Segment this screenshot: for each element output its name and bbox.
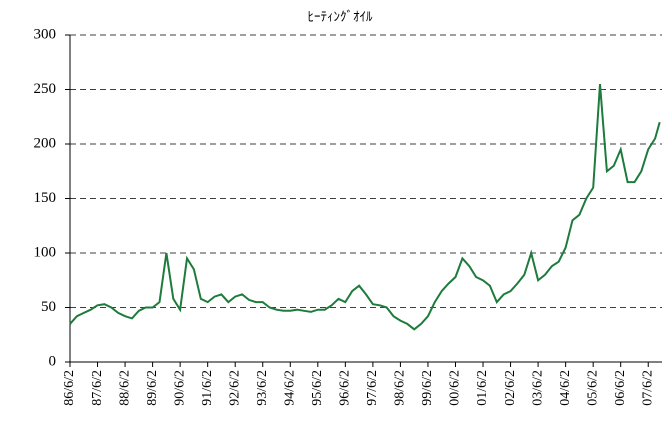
x-tick-label: 93/6/2 — [255, 370, 270, 406]
price-line — [69, 84, 661, 331]
y-tick-label: 100 — [34, 244, 57, 260]
x-tick-label: 05/6/2 — [585, 370, 600, 406]
x-tick-label: 03/6/2 — [530, 370, 545, 406]
y-tick-label: 0 — [49, 353, 57, 369]
x-tick-label: 01/6/2 — [475, 370, 490, 406]
y-tick-label: 150 — [34, 190, 57, 206]
x-tick-label: 88/6/2 — [117, 370, 132, 406]
x-tick-label: 96/6/2 — [338, 370, 353, 406]
x-tick-label: 07/6/2 — [640, 370, 655, 406]
x-tick-label: 90/6/2 — [172, 370, 187, 406]
chart-title: ﾋｰﾃｨﾝｸﾞｵｲﾙ — [308, 9, 374, 24]
x-tick-label: 95/6/2 — [310, 370, 325, 406]
y-tick-label: 50 — [41, 299, 56, 315]
x-tick-label: 94/6/2 — [282, 370, 297, 406]
x-tick-label: 06/6/2 — [613, 370, 628, 406]
x-tick-label: 92/6/2 — [227, 370, 242, 406]
x-tick-label: 99/6/2 — [420, 370, 435, 406]
y-tick-label: 300 — [34, 26, 57, 42]
x-tick-label: 04/6/2 — [558, 370, 573, 406]
x-tick-label: 91/6/2 — [200, 370, 215, 406]
x-tick-label: 89/6/2 — [145, 370, 160, 406]
x-tick-label: 00/6/2 — [448, 370, 463, 406]
y-tick-label: 200 — [34, 135, 57, 151]
x-tick-label: 02/6/2 — [503, 370, 518, 406]
x-tick-label: 98/6/2 — [393, 370, 408, 406]
x-tick-label: 87/6/2 — [90, 370, 105, 406]
x-tick-label: 97/6/2 — [365, 370, 380, 406]
x-tick-label: 86/6/2 — [62, 370, 77, 406]
y-tick-label: 250 — [34, 81, 57, 97]
